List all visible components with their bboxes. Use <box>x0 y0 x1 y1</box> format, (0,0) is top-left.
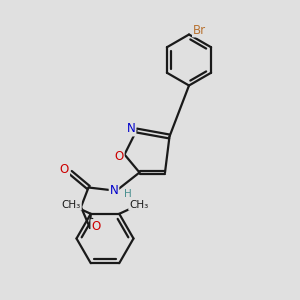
Text: O: O <box>60 163 69 176</box>
Text: O: O <box>92 220 100 233</box>
Text: N: N <box>110 184 118 197</box>
Text: O: O <box>115 149 124 163</box>
Text: N: N <box>127 122 136 136</box>
Text: Br: Br <box>193 23 206 37</box>
Text: H: H <box>124 189 132 200</box>
Text: CH₃: CH₃ <box>129 200 148 210</box>
Text: CH₃: CH₃ <box>61 200 81 210</box>
